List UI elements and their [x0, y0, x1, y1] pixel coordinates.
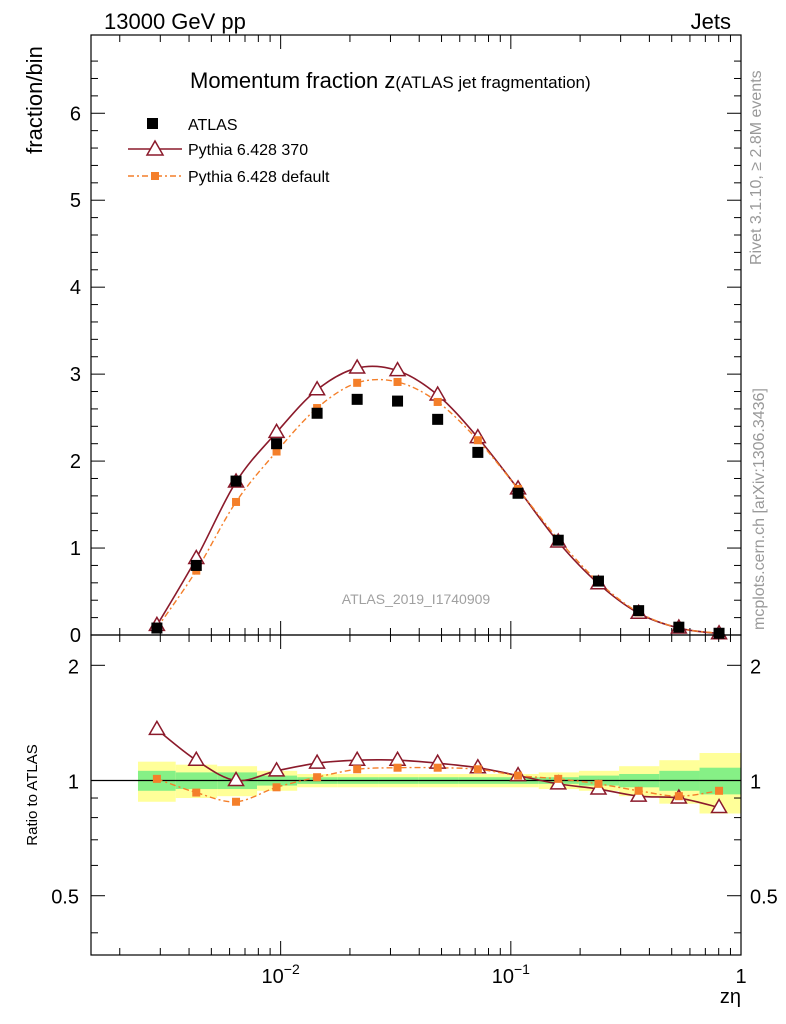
main-pythia370-point [308, 380, 326, 396]
rivet-version-label: Rivet 3.1.10, ≥ 2.8M events [748, 70, 765, 265]
x-tick-label: 10−2 [262, 961, 300, 988]
main-pythia-default-point [433, 397, 442, 406]
ratio-pythia370-point [308, 753, 326, 769]
ratio-y-tick-label: 2 [68, 656, 79, 678]
main-pythia-default-point [473, 436, 482, 445]
main-atlas-point [633, 605, 645, 617]
main-atlas-point [311, 407, 323, 419]
ratio-pythia370-point [227, 771, 245, 787]
x-tick-labels: 10−2 10−1 1 [262, 961, 747, 988]
ratio-pythia-default-point [594, 779, 603, 788]
chart-title: Momentum fraction z(ATLAS jet fragmentat… [190, 68, 591, 93]
x-tick-base: 10 [262, 966, 284, 988]
main-y-tick-labels: 0 1 2 3 4 5 6 [70, 103, 81, 647]
x-tick-label: 1 [735, 966, 746, 988]
ratio-y-tick-label-right: 2 [750, 656, 761, 678]
y-tick-label: 5 [70, 190, 81, 212]
ratio-pythia370-point [348, 750, 366, 766]
main-series-layer [148, 358, 728, 640]
ratio-pythia-default-point [353, 765, 362, 774]
ratio-pythia-default-point [272, 783, 281, 792]
main-pythia370-point [348, 358, 366, 374]
ratio-y-axis-label: Ratio to ATLAS [24, 744, 41, 845]
legend-label-pythia-default: Pythia 6.428 default [188, 169, 330, 186]
main-axis-ticks [91, 35, 741, 636]
chart-title-main: Momentum fraction z [190, 68, 395, 93]
ratio-pythia-default-point [634, 786, 643, 795]
legend-marker-pythia-default [151, 172, 159, 180]
ratio-series-layer [148, 719, 728, 814]
main-atlas-point [271, 438, 283, 450]
legend-label-pythia370: Pythia 6.428 370 [188, 142, 308, 159]
main-pythia370-point [267, 422, 286, 439]
ratio-pythia-default-point [192, 788, 201, 797]
main-atlas-point [392, 395, 404, 407]
y-axis-label: fraction/bin [22, 46, 47, 154]
ratio-y-tick-labels-right: 0.5 1 2 [750, 656, 778, 908]
ratio-pythia370-point [267, 761, 286, 777]
ratio-pythia370-point [710, 798, 728, 814]
ratio-y-tick-labels: 0.5 1 2 [51, 656, 79, 908]
y-tick-label: 4 [70, 277, 81, 299]
ratio-pythia-default-point [393, 763, 402, 772]
ratio-pythia-default-point [473, 765, 482, 774]
ratio-y-tick-label-right: 0.5 [750, 887, 778, 909]
ratio-pythia-default-point [715, 786, 724, 795]
main-pythia-default-point [232, 497, 241, 506]
x-tick-base: 1 [735, 966, 746, 988]
main-atlas-point [151, 622, 163, 634]
ratio-pythia-default-point [514, 771, 523, 780]
x-tick-base: 10 [492, 966, 514, 988]
main-atlas-point [472, 446, 484, 458]
main-atlas-point [351, 393, 363, 405]
process-label: Jets [691, 9, 731, 34]
legend-marker-atlas [147, 118, 158, 129]
collision-label: 13000 GeV pp [104, 9, 246, 34]
legend-label-atlas: ATLAS [188, 117, 238, 134]
main-atlas-point [432, 413, 444, 425]
x-tick-exponent: −2 [284, 961, 300, 977]
ratio-pythia370-point [388, 750, 407, 766]
y-tick-label: 0 [70, 625, 81, 647]
y-tick-label: 3 [70, 364, 81, 386]
ratio-pythia370-point [187, 750, 206, 766]
ratio-pythia-default-point [674, 792, 683, 801]
ratio-y-tick-label: 1 [68, 772, 79, 794]
ratio-pythia-default-point [152, 774, 161, 783]
ratio-pythia-default-point [313, 773, 322, 782]
main-atlas-point [552, 534, 564, 546]
ratio-y-tick-label-right: 1 [750, 772, 761, 794]
y-tick-label: 6 [70, 103, 81, 125]
main-atlas-point [190, 559, 202, 571]
main-atlas-point [673, 621, 685, 633]
main-atlas-point [592, 575, 604, 587]
ratio-axis-ticks [91, 635, 741, 955]
main-pythia-default-point [272, 447, 281, 456]
y-tick-label: 2 [70, 451, 81, 473]
analysis-watermark: ATLAS_2019_I1740909 [342, 591, 491, 607]
ratio-pythia-default-point [554, 774, 563, 783]
chart-title-sub: (ATLAS jet fragmentation) [395, 73, 590, 92]
main-atlas-point [713, 627, 725, 639]
ratio-y-tick-label: 0.5 [51, 887, 79, 909]
ratio-frame [90, 634, 742, 956]
ratio-panel: 0.5 1 2 0.5 1 2 Ratio to ATLAS [24, 634, 778, 956]
ratio-pythia-default-point [232, 797, 241, 806]
legend-marker-pythia370 [145, 139, 165, 156]
ratio-pythia-default-point [433, 763, 442, 772]
x-tick-exponent: −1 [514, 961, 530, 977]
main-atlas-point [512, 487, 524, 499]
y-tick-label: 1 [70, 538, 81, 560]
x-axis-label: zη [720, 986, 741, 1008]
x-tick-label: 10−1 [492, 961, 530, 988]
main-atlas-point [230, 475, 242, 487]
main-pythia370-point [388, 361, 407, 377]
mcplots-label: mcplots.cern.ch [arXiv:1306.3436] [751, 388, 768, 630]
legend: ATLAS Pythia 6.428 370 Pythia 6.428 defa… [128, 117, 330, 186]
main-pythia-default-point [353, 378, 362, 387]
main-panel: 0 1 2 3 4 5 6 fraction/bin Momentum fraction z… [22, 34, 742, 647]
main-pythia-default-point [393, 377, 402, 386]
ratio-pythia370-point [148, 719, 166, 736]
